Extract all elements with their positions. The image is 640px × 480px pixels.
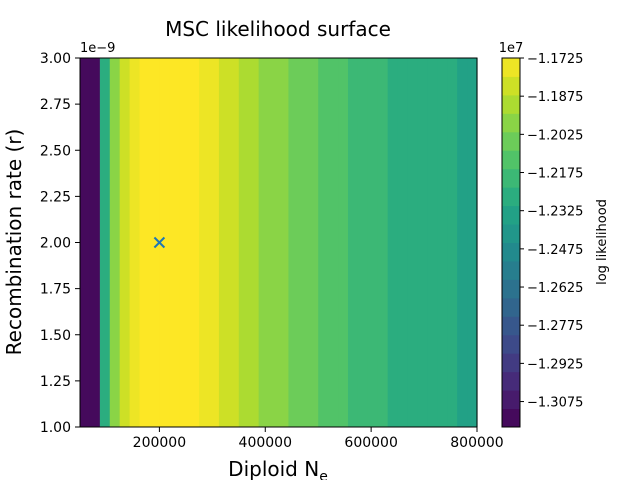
- colorbar-offset-label: 1e7: [499, 41, 524, 56]
- heatmap-cell: [139, 58, 151, 427]
- heatmap-cell: [238, 58, 250, 427]
- x-tick-label: 800000: [450, 435, 503, 451]
- colorbar-band: [502, 353, 520, 373]
- heatmap-cell: [467, 58, 478, 427]
- x-axis-label-main: Diploid N: [228, 457, 319, 480]
- heatmap-cell: [457, 58, 468, 427]
- heatmap-cell: [268, 58, 280, 427]
- colorbar-tick-label: −1.2175: [527, 167, 583, 182]
- colorbar-band: [502, 297, 520, 317]
- heatmap-cell: [407, 58, 419, 427]
- y-tick-label: 1.75: [40, 282, 71, 298]
- heatmap-cell: [447, 58, 458, 427]
- colorbar-tick-label: −1.2025: [527, 128, 583, 143]
- colorbar-band: [502, 408, 520, 428]
- heatmap-cell: [437, 58, 448, 427]
- heatmap-cell: [89, 58, 101, 427]
- heatmap-cell: [288, 58, 299, 427]
- y-axis: 1.00 1.25 1.50 1.75 2.00 2.25 2.50 2.75 3.00: [40, 51, 80, 436]
- y-tick-label: 1.00: [40, 420, 71, 436]
- colorbar-tick-label: −1.3075: [527, 396, 583, 411]
- colorbar-band: [502, 150, 520, 170]
- colorbar-label: log likelihood: [595, 199, 610, 285]
- heatmap-cell: [367, 58, 379, 427]
- heatmap-cell: [397, 58, 409, 427]
- colorbar-band: [502, 94, 520, 114]
- heatmap-cell: [387, 58, 399, 427]
- heatmap-cell: [149, 58, 160, 427]
- heatmap-cell: [347, 58, 359, 427]
- colorbar-band: [502, 224, 520, 243]
- colorbar-tick-label: −1.2925: [527, 357, 583, 372]
- y-tick-label: 2.50: [40, 143, 71, 159]
- heatmap-cell: [228, 58, 240, 427]
- colorbar-band: [502, 390, 520, 410]
- colorbar-tick-label: −1.2325: [527, 205, 583, 220]
- x-axis: 200000 400000 600000 800000: [133, 427, 504, 451]
- heatmap-cell: [179, 58, 190, 427]
- y-tick-label: 2.00: [40, 236, 71, 252]
- heatmap-cell: [169, 58, 180, 427]
- colorbar-band: [502, 242, 520, 262]
- colorbar-band: [502, 168, 520, 188]
- y-tick-label: 1.25: [40, 374, 71, 390]
- colorbar-tick-label: −1.1725: [527, 52, 583, 67]
- colorbar-band: [502, 187, 520, 207]
- x-axis-label: Diploid Ne: [228, 457, 328, 480]
- x-axis-label-subscript: e: [319, 469, 328, 480]
- colorbar-band: [502, 334, 520, 354]
- heatmap-cell: [99, 58, 111, 427]
- heatmap-cell: [328, 58, 339, 427]
- colorbar-tick-label: −1.2475: [527, 243, 583, 258]
- heatmap-cell: [258, 58, 270, 427]
- y-axis-label: Recombination rate (r): [2, 129, 26, 356]
- heatmap-cell: [199, 58, 210, 427]
- y-tick-label: 3.00: [40, 51, 71, 67]
- y-tick-label: 1.50: [40, 328, 71, 344]
- heatmap-cell: [338, 58, 349, 427]
- heatmap-cell: [298, 58, 309, 427]
- heatmap-cell: [218, 58, 230, 427]
- heatmap-cell: [427, 58, 438, 427]
- heatmap-cell: [357, 58, 369, 427]
- colorbar-band: [502, 131, 520, 151]
- heatmap-cell: [129, 58, 141, 427]
- colorbar-band: [502, 371, 520, 391]
- y-tick-label: 2.75: [40, 97, 71, 113]
- heatmap-cell: [278, 58, 290, 427]
- colorbar-band: [502, 58, 520, 77]
- heatmap-cell: [189, 58, 200, 427]
- heatmap-cell: [109, 58, 121, 427]
- colorbar-tick-label: −1.2775: [527, 319, 583, 334]
- heatmap-cell: [417, 58, 428, 427]
- x-tick-label: 600000: [344, 435, 397, 451]
- colorbar-band: [502, 260, 520, 280]
- colorbar-tick-label: −1.2625: [527, 281, 583, 296]
- plot-area: [79, 57, 478, 428]
- heatmap-cell: [119, 58, 131, 427]
- x-tick-label: 400000: [239, 435, 292, 451]
- marker-point: [153, 236, 166, 249]
- x-tick-label: 200000: [133, 435, 186, 451]
- chart-title: MSC likelihood surface: [165, 17, 391, 41]
- colorbar-tick-label: −1.1875: [527, 90, 583, 105]
- colorbar-frame: [501, 57, 521, 428]
- colorbar-band: [502, 76, 520, 96]
- colorbar-band: [502, 316, 520, 336]
- heatmap-cell: [80, 58, 91, 427]
- y-offset-label: 1e−9: [80, 41, 115, 56]
- colorbar-band: [502, 113, 520, 133]
- y-tick-label: 2.25: [40, 189, 71, 205]
- heatmap-cell: [377, 58, 389, 427]
- colorbar-band: [502, 205, 520, 225]
- colorbar-band: [502, 279, 520, 299]
- heatmap-cell: [248, 58, 260, 427]
- heatmap-cell: [318, 58, 329, 427]
- colorbar: −1.1725 −1.1875 −1.2025 −1.2175 −1.2325 −1.24…: [501, 52, 583, 428]
- heatmap-cell: [209, 58, 220, 427]
- heatmap-cell: [159, 58, 170, 427]
- heatmap-cell: [308, 58, 319, 427]
